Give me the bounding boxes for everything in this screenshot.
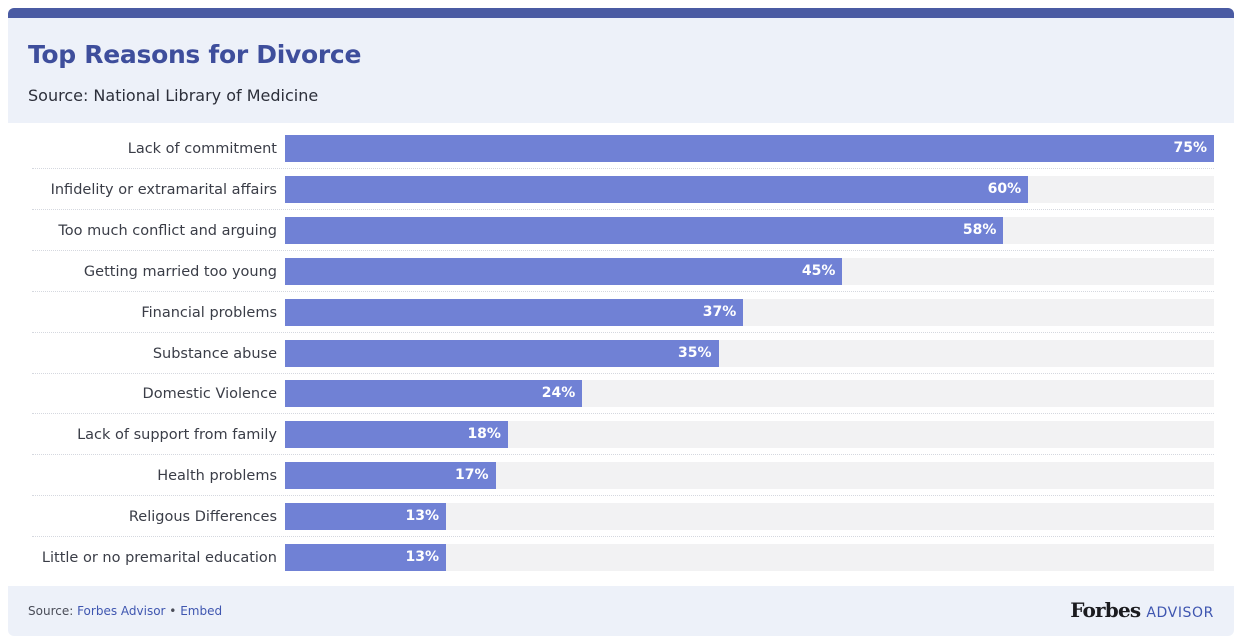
bar-value-label: 17%	[455, 467, 489, 484]
forbes-advisor-logo: Forbes ADVISOR	[1070, 598, 1214, 622]
row-separator	[32, 536, 1214, 538]
chart-title: Top Reasons for Divorce	[28, 40, 362, 69]
category-label: Substance abuse	[152, 345, 277, 362]
footer-source: Source: Forbes Advisor • Embed	[28, 604, 222, 618]
category-label: Domestic Violence	[142, 386, 277, 403]
row-separator	[32, 290, 1214, 292]
category-label: Lack of support from family	[77, 427, 277, 444]
bar[interactable]	[285, 216, 1004, 244]
category-label: Infidelity or extramarital affairs	[50, 181, 277, 198]
bar-value-label: 58%	[962, 221, 997, 238]
category-label: Getting married too young	[83, 263, 277, 280]
row-separator	[32, 454, 1214, 456]
bar-value-label: 13%	[405, 549, 440, 565]
bar-value-label: 18%	[467, 426, 501, 443]
row-separator	[32, 331, 1214, 333]
bar-value-label: 75%	[1173, 140, 1207, 156]
bar[interactable]	[285, 380, 583, 408]
brand-forbes: Forbes	[1070, 598, 1141, 622]
bar-value-label: 37%	[702, 303, 737, 320]
bar[interactable]	[285, 462, 496, 490]
chart-footer: Source: Forbes Advisor • Embed Forbes AD…	[8, 586, 1234, 636]
row-separator	[32, 413, 1214, 415]
bar-value-label: 45%	[801, 262, 836, 279]
accent-bar	[8, 8, 1234, 18]
row-separator	[32, 495, 1214, 497]
category-label: Financial problems	[141, 304, 277, 321]
row-separator	[32, 168, 1214, 169]
category-label: Little or no premarital education	[41, 550, 277, 566]
bar[interactable]	[285, 135, 1214, 162]
bar[interactable]	[285, 175, 1029, 203]
chart-header: Top Reasons for Divorce Source: National…	[8, 18, 1234, 123]
embed-link[interactable]: Embed	[180, 604, 223, 618]
category-label: Lack of commitment	[127, 141, 277, 157]
bar[interactable]	[285, 298, 744, 326]
bar[interactable]	[285, 503, 447, 531]
bar-value-label: 13%	[405, 508, 440, 525]
brand-advisor: ADVISOR	[1146, 605, 1214, 621]
row-separator	[32, 372, 1214, 374]
source-link[interactable]: Forbes Advisor	[77, 604, 166, 618]
bar-chart: Lack of commitment 75% Infidelity or extra…	[8, 8, 1234, 636]
category-label: Too much conflict and arguing	[58, 222, 277, 239]
bar[interactable]	[285, 257, 843, 285]
bar-value-label: 24%	[541, 385, 576, 402]
footer-source-prefix: Source:	[28, 604, 78, 618]
footer-separator: •	[165, 604, 181, 618]
category-label: Health problems	[157, 468, 277, 485]
bar-value-label: 35%	[678, 344, 712, 361]
row-separator	[32, 249, 1214, 251]
chart-card: Top Reasons for Divorce Source: National…	[8, 8, 1234, 636]
bar[interactable]	[285, 421, 508, 449]
chart-subtitle: Source: National Library of Medicine	[28, 86, 319, 105]
bar-value-label: 60%	[987, 180, 1022, 197]
category-label: Religous Differences	[128, 509, 277, 526]
bar[interactable]	[285, 544, 447, 571]
row-separator	[32, 208, 1214, 210]
bar[interactable]	[285, 339, 719, 367]
